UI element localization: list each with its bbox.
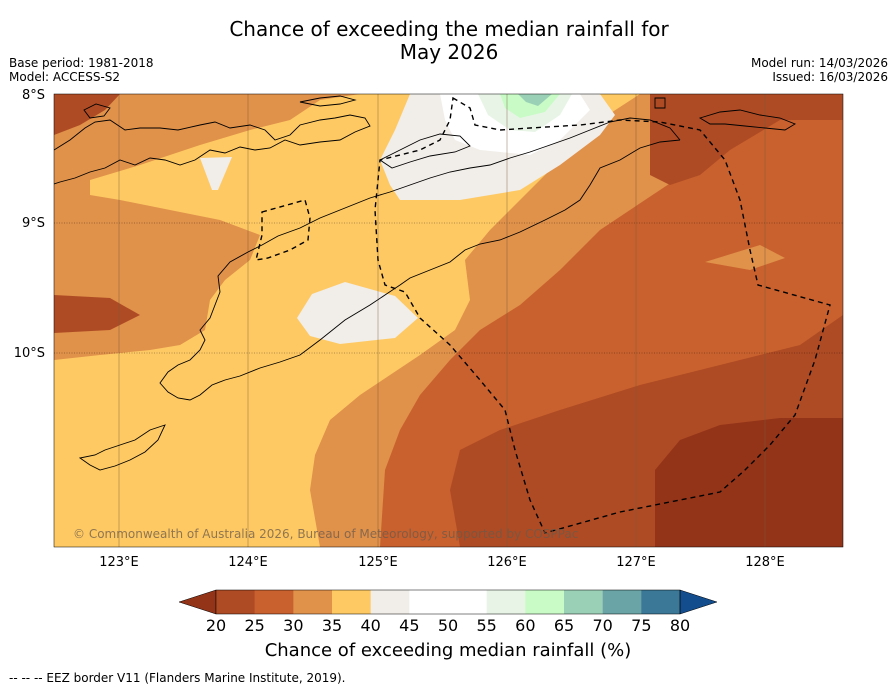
coast-islet-b: [83, 103, 111, 119]
colorbar-swatch-60: [525, 590, 565, 614]
colorbar-tick-65: 65: [554, 616, 574, 635]
lat-label-9s: 9°S: [22, 216, 45, 231]
coast-wetar: [379, 133, 471, 169]
colorbar-tick-70: 70: [592, 616, 612, 635]
coast-tanimbar: [698, 109, 797, 131]
colorbar-swatch-45: [409, 590, 449, 614]
zone-below-20: [655, 418, 843, 547]
colorbar-swatch-65: [564, 590, 603, 614]
coast-alor: [299, 95, 357, 107]
colorbar-labels: 20 25 30 35 40 45 50 55 60 65 70 75 80: [206, 616, 690, 635]
copyright-text: © Commonwealth of Australia 2026, Bureau…: [73, 527, 578, 541]
colorbar-tick-50: 50: [438, 616, 458, 635]
colorbar-arrow-low: [178, 589, 217, 615]
zone-65-70: [518, 94, 552, 106]
graticule-lon: [118, 94, 766, 547]
colorbar-tick-80: 80: [670, 616, 690, 635]
coast-islet-a: [654, 97, 666, 109]
colorbar-swatch-25: [254, 590, 294, 614]
colorbar-swatch-30: [293, 590, 333, 614]
model-name: Model: ACCESS-S2: [9, 70, 121, 84]
base-period: Base period: 1981-2018: [9, 56, 154, 70]
map-frame: [53, 93, 844, 548]
colorbar-swatch-75: [641, 590, 681, 614]
meta-right: Model run: 14/03/2026 Issued: 16/03/2026: [751, 56, 888, 84]
model-run: Model run: 14/03/2026: [750, 56, 888, 70]
colorbar-tick-60: 60: [515, 616, 535, 635]
colorbar-tick-40: 40: [360, 616, 380, 635]
eez-border-line: [374, 96, 831, 534]
colorbar-swatch-50: [448, 590, 487, 614]
colorbar-title: Chance of exceeding median rainfall (%): [0, 640, 896, 661]
lon-label-124e: 124°E: [228, 555, 268, 570]
colorbar-swatch-40: [370, 590, 410, 614]
footer-note: -- -- -- EEZ border V11 (Flanders Marine…: [9, 671, 346, 685]
lon-label-123e: 123°E: [99, 555, 139, 570]
colorbar: [178, 589, 718, 615]
meta-left: Base period: 1981-2018 Model: ACCESS-S2: [9, 56, 154, 84]
issued-date: Issued: 16/03/2026: [772, 70, 888, 84]
colorbar-swatch-20: [216, 590, 255, 614]
lon-label-125e: 125°E: [358, 555, 398, 570]
lon-label-126e: 126°E: [487, 555, 527, 570]
colorbar-arrow-high: [679, 589, 718, 615]
lat-axis: 8°S 9°S 10°S: [14, 88, 45, 361]
coastlines: [54, 95, 797, 471]
lon-label-128e: 128°E: [745, 555, 785, 570]
colorbar-swatch-55: [486, 590, 526, 614]
coast-flores: [54, 114, 371, 185]
graticule: [54, 222, 843, 354]
lon-axis: 123°E 124°E 125°E 126°E 127°E 128°E: [99, 555, 785, 570]
title-line-1: Chance of exceeding the median rainfall …: [229, 17, 669, 41]
colorbar-tick-55: 55: [476, 616, 496, 635]
rainfall-map: © Commonwealth of Australia 2026, Bureau…: [54, 94, 843, 547]
colorbar-tick-45: 45: [399, 616, 419, 635]
coast-timor: [159, 117, 681, 401]
colorbar-tick-20: 20: [206, 616, 226, 635]
eez-border: [255, 96, 831, 534]
colorbar-swatch-70: [602, 590, 642, 614]
colorbar-frame: [215, 589, 681, 615]
colorbar-swatch-35: [332, 590, 371, 614]
colorbar-tick-30: 30: [283, 616, 303, 635]
chart-title: Chance of exceeding the median rainfall …: [0, 18, 896, 64]
zone-40-45-left: [200, 157, 232, 190]
colorbar-tick-35: 35: [322, 616, 342, 635]
colorbar-tick-75: 75: [631, 616, 651, 635]
title-line-2: May 2026: [399, 40, 499, 64]
lon-label-127e: 127°E: [616, 555, 656, 570]
lat-label-8s: 8°S: [22, 88, 45, 103]
zone-20-25-northeast: [650, 94, 843, 185]
zone-20-25-west: [54, 295, 140, 333]
colorbar-title-text: Chance of exceeding median rainfall (%): [264, 640, 632, 661]
lat-label-10s: 10°S: [14, 346, 45, 361]
colorbar-tick-25: 25: [244, 616, 264, 635]
coast-roti: [78, 424, 166, 471]
